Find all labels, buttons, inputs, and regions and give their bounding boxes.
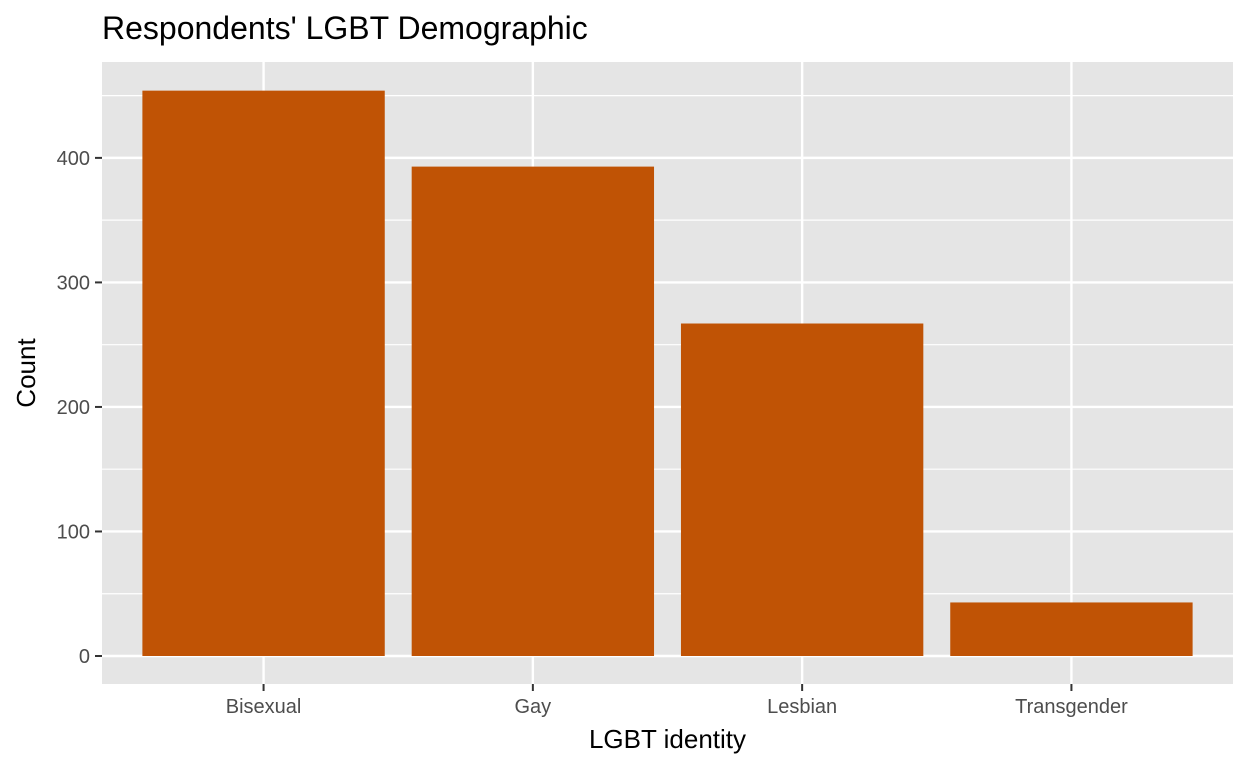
y-axis: 0 100 200 300 400 xyxy=(57,148,102,668)
bar-gay xyxy=(411,166,655,657)
y-tick-label: 400 xyxy=(57,148,90,170)
bar-transgender xyxy=(950,602,1193,656)
x-tick-label: Lesbian xyxy=(767,696,837,718)
bar-lesbian xyxy=(680,323,924,656)
y-axis-title: Count xyxy=(11,338,41,408)
x-tick-label: Bisexual xyxy=(226,696,302,718)
bars-group xyxy=(142,90,1193,657)
chart-title: Respondents' LGBT Demographic xyxy=(102,10,588,46)
y-tick-label: 200 xyxy=(57,397,90,419)
y-tick-label: 0 xyxy=(79,646,90,668)
x-axis-title: LGBT identity xyxy=(589,724,746,754)
x-tick-label: Gay xyxy=(515,696,552,718)
bar-bisexual xyxy=(142,90,385,657)
y-tick-label: 300 xyxy=(57,272,90,294)
x-tick-label: Transgender xyxy=(1015,696,1128,718)
x-axis: Bisexual Gay Lesbian Transgender xyxy=(226,684,1128,718)
y-tick-label: 100 xyxy=(57,521,90,543)
